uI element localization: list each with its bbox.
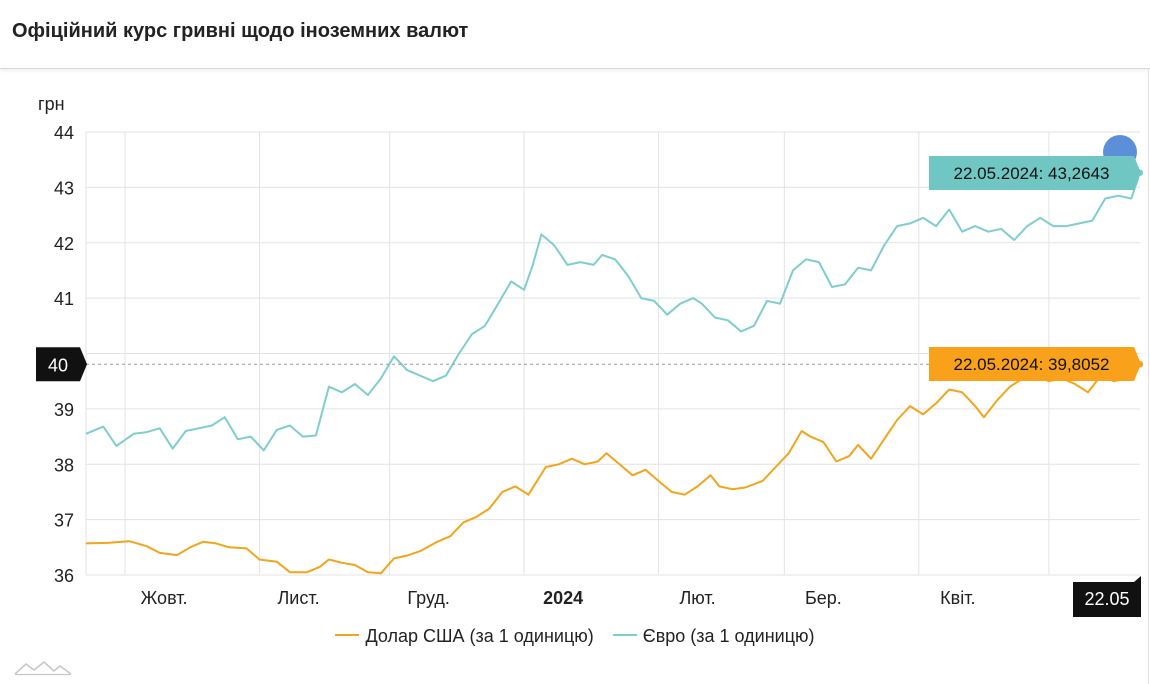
y-tick-label: 37 (54, 511, 74, 531)
series-line-usd (85, 363, 1141, 575)
y-tick-label: 43 (54, 178, 74, 198)
legend-item-eur[interactable]: Євро (за 1 одиницю) (612, 626, 815, 647)
legend-swatch-usd (335, 634, 360, 637)
x-tick-label: Лист. (277, 588, 319, 608)
callout-label-eur: 22.05.2024: 43,2643 (954, 164, 1110, 183)
y-tick-label: 42 (54, 234, 74, 254)
header-bar: Офіційний курс гривні щодо іноземних вал… (0, 0, 1150, 69)
page-title: Офіційний курс гривні щодо іноземних вал… (12, 20, 469, 42)
crosshair-x-box (1073, 576, 1141, 617)
legend-swatch-eur (612, 634, 637, 637)
crosshair-y-box (36, 347, 87, 382)
legend: Долар США (за 1 одиницю) Євро (за 1 один… (0, 626, 1150, 647)
crosshair-y-label: 40 (48, 355, 68, 375)
y-axis-ticks: 36 37 38 39 41 42 43 44 (54, 123, 74, 586)
x-tick-label: Бер. (805, 588, 842, 608)
callout-box-eur (929, 156, 1141, 190)
y-tick-label: 36 (54, 566, 74, 586)
x-tick-label: 2024 (543, 588, 583, 608)
legend-label-usd: Долар США (за 1 одиницю) (365, 626, 594, 646)
x-tick-label: Груд. (407, 588, 449, 608)
legend-label-eur: Євро (за 1 одиницю) (642, 626, 815, 646)
crosshair-overlay: 40 22.05 22.05.2024: 43,2643 22.05.2024: 39… (36, 135, 1145, 617)
legend-item-usd[interactable]: Долар США (за 1 одиницю) (335, 626, 594, 647)
y-tick-label: 41 (54, 289, 74, 309)
y-tick-label: 38 (54, 455, 74, 475)
logo-mountains-icon (14, 660, 72, 676)
x-tick-label: Жовт. (141, 588, 188, 608)
series-line-eur (85, 172, 1141, 452)
x-tick-label: Квіт. (940, 588, 975, 608)
y-axis-unit: грн (38, 94, 65, 114)
x-tick-label: Лют. (679, 588, 715, 608)
series-lines (85, 172, 1141, 575)
crosshair-x-label: 22.05 (1084, 589, 1129, 609)
callout-label-usd: 22.05.2024: 39,8052 (954, 355, 1110, 374)
x-axis-ticks: Жовт. Лист. Груд. 2024 Лют. Бер. Квіт. (141, 588, 976, 608)
right-divider (1148, 68, 1149, 684)
callout-box-usd (929, 347, 1141, 381)
y-tick-label: 39 (54, 400, 74, 420)
y-tick-label: 44 (54, 123, 74, 143)
